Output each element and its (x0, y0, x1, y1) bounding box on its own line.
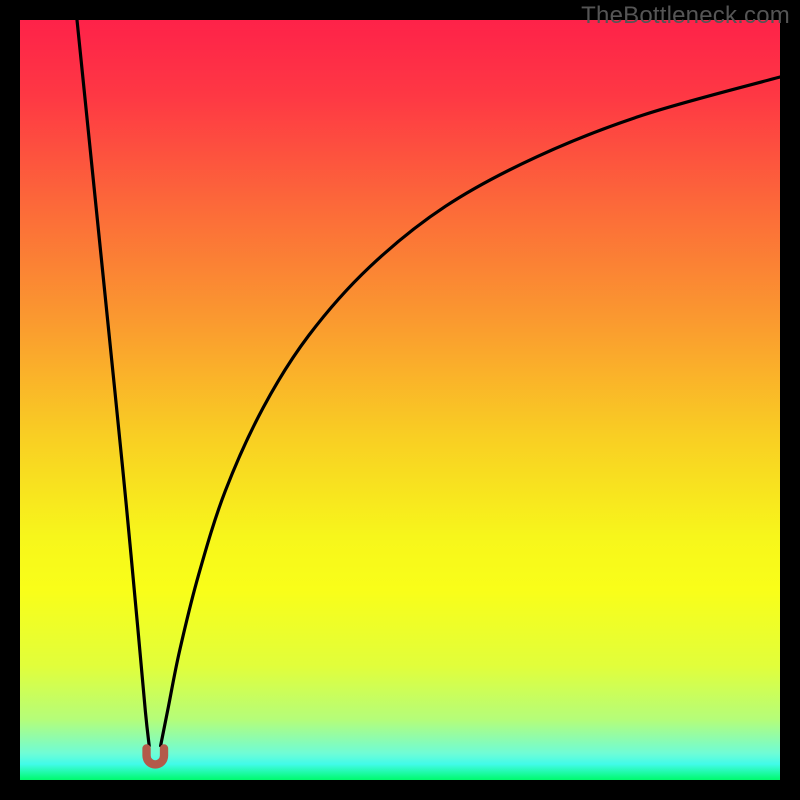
chart-stage: TheBottleneck.com (0, 0, 800, 800)
plot-background (20, 20, 780, 780)
bottleneck-chart (0, 0, 800, 800)
plot-bottom-band (20, 753, 780, 780)
